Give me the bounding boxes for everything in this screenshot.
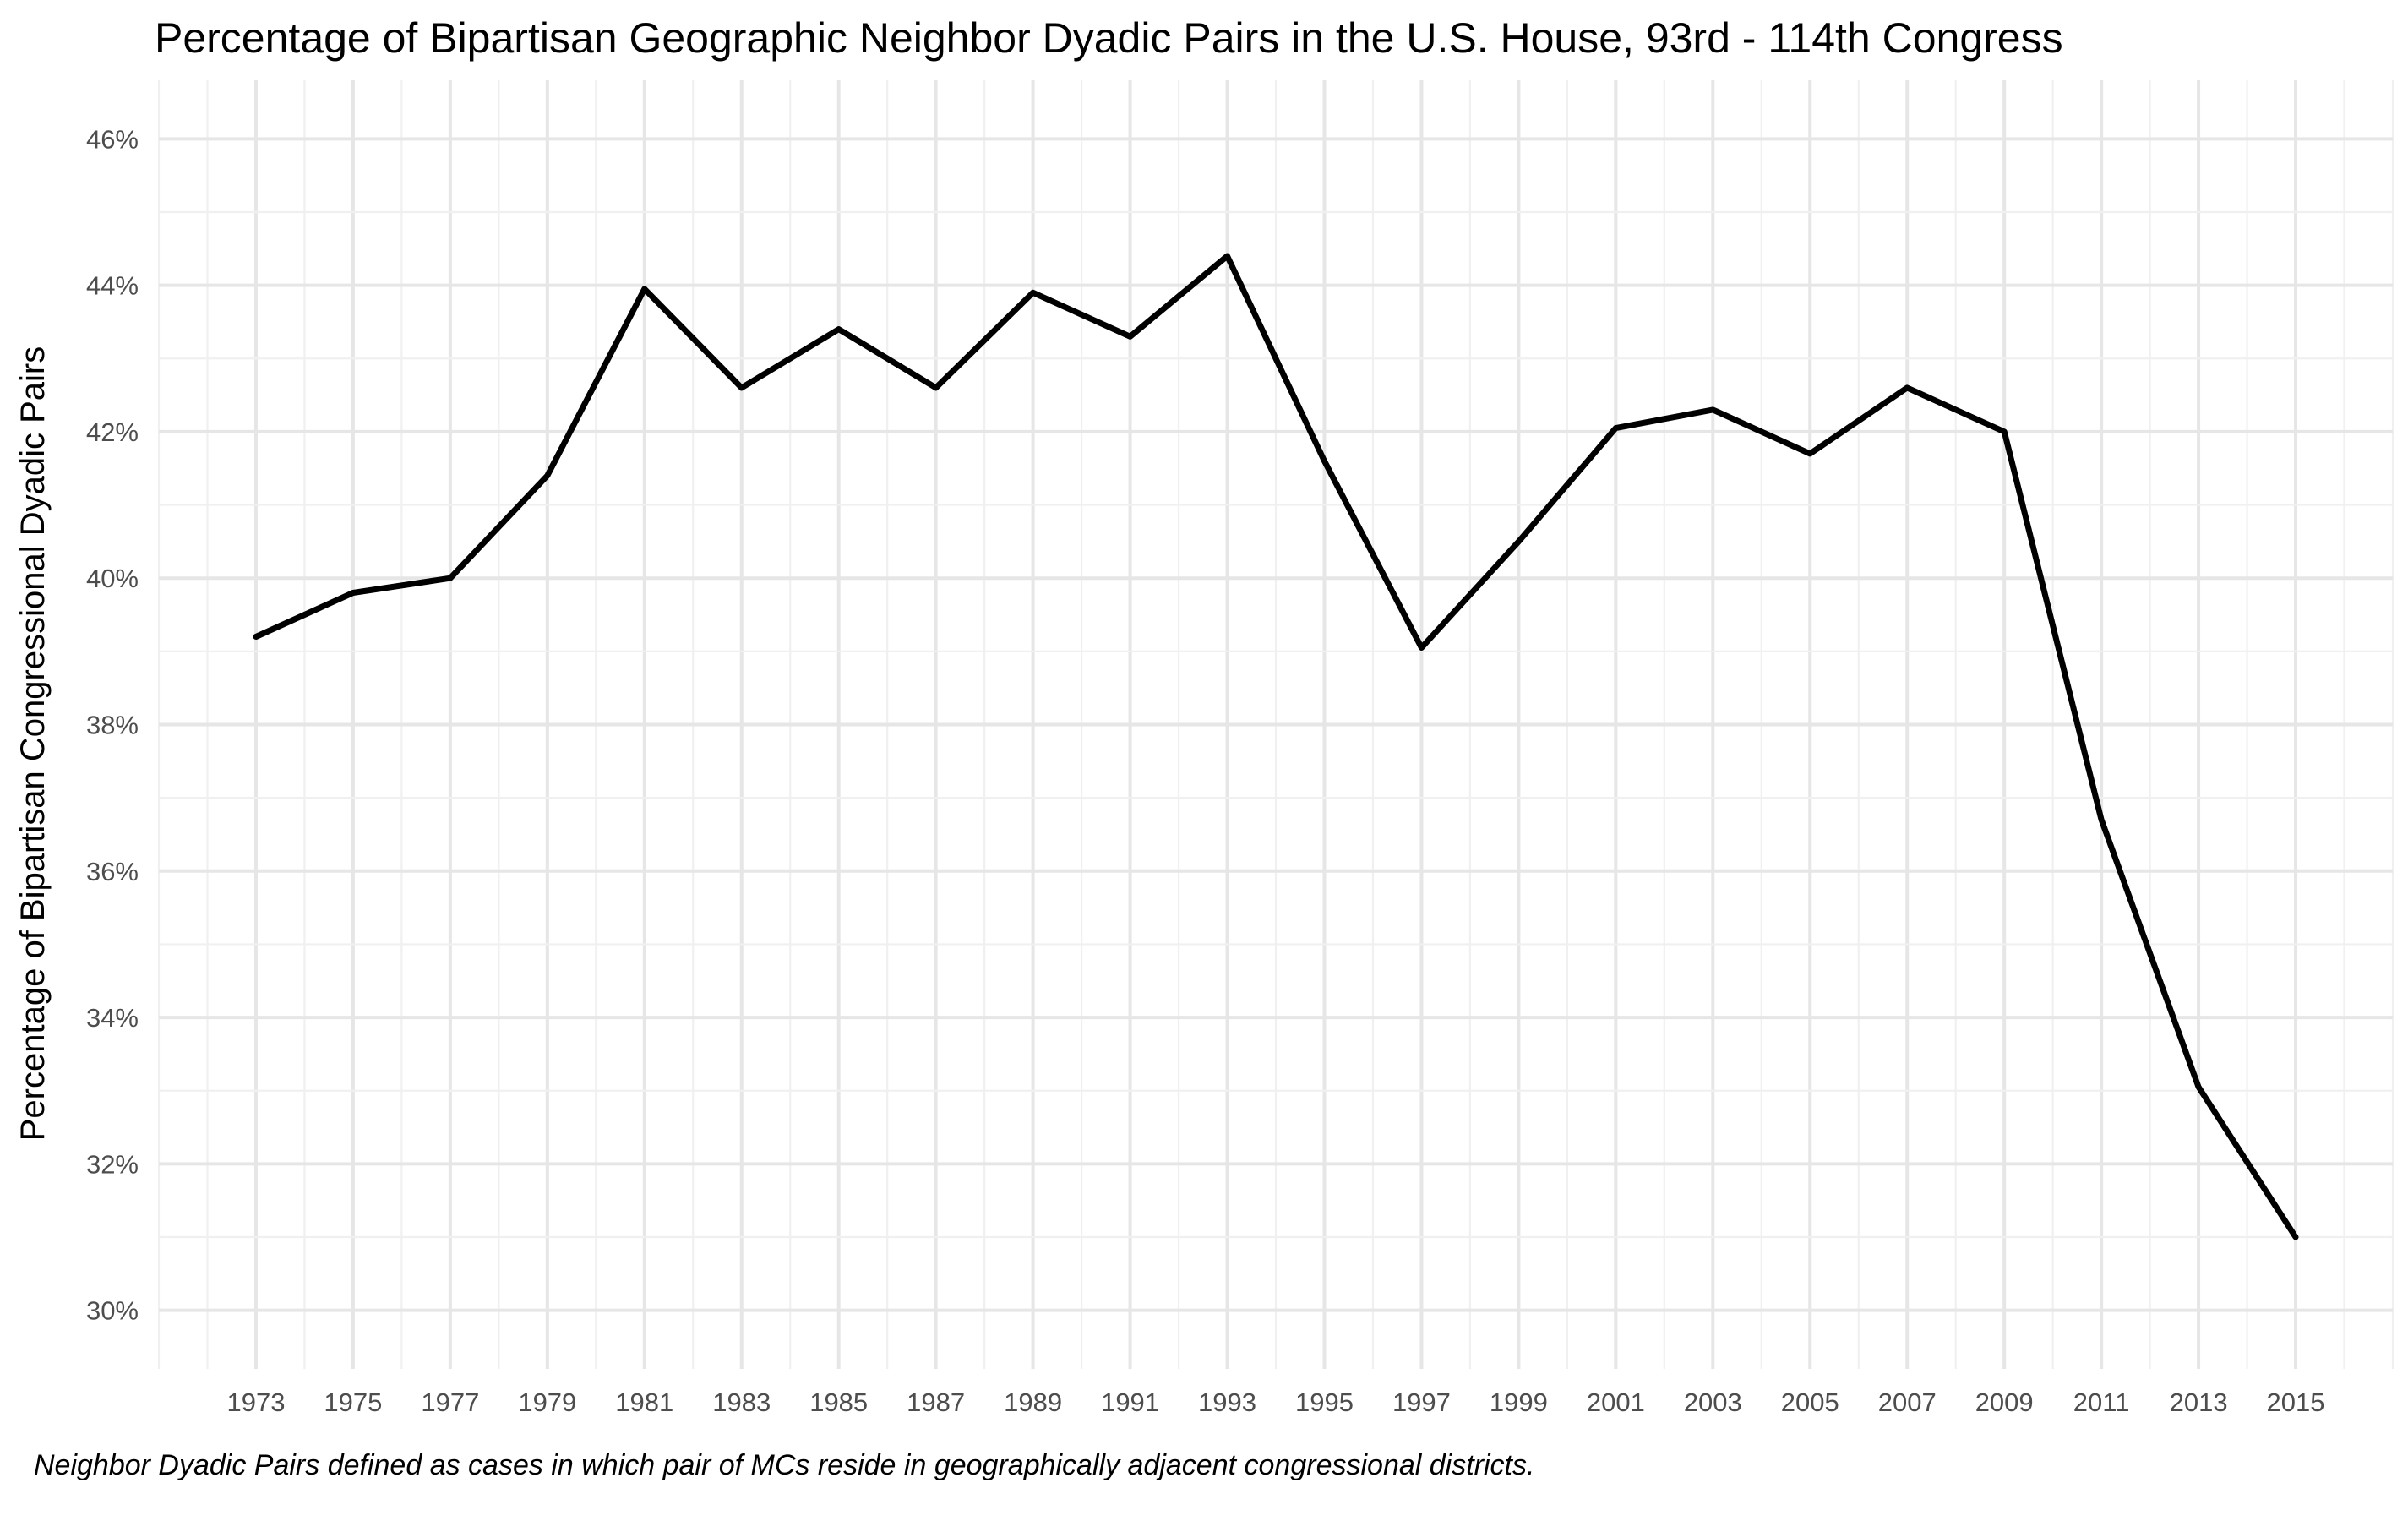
y-tick-label: 42%	[86, 417, 139, 447]
x-tick-label: 1995	[1295, 1387, 1354, 1417]
y-tick-label: 32%	[86, 1149, 139, 1179]
series-group	[253, 253, 2299, 1240]
chart-caption: Neighbor Dyadic Pairs defined as cases i…	[34, 1449, 1534, 1481]
x-tick-label: 2001	[1587, 1387, 1645, 1417]
y-tick-label: 44%	[86, 271, 139, 301]
series-line	[253, 253, 2299, 1240]
x-tick-label: 1991	[1101, 1387, 1159, 1417]
x-axis-ticks: 1973 1975 1977 1979 1981 1983 1985 1987 1989 1991…	[226, 1387, 2324, 1417]
chart-title: Percentage of Bipartisan Geographic Neig…	[155, 14, 2063, 62]
x-tick-label: 1993	[1198, 1387, 1256, 1417]
x-tick-label: 1987	[907, 1387, 965, 1417]
y-axis-label: Percentage of Bipartisan Congressional D…	[14, 346, 52, 1142]
x-tick-label: 1977	[421, 1387, 479, 1417]
x-tick-label: 1985	[809, 1387, 868, 1417]
y-tick-label: 40%	[86, 564, 139, 593]
x-tick-label: 2003	[1684, 1387, 1742, 1417]
x-tick-label: 2007	[1878, 1387, 1937, 1417]
y-tick-label: 38%	[86, 711, 139, 740]
x-tick-label: 2013	[2170, 1387, 2228, 1417]
x-tick-label: 1983	[712, 1387, 771, 1417]
x-tick-label: 1975	[324, 1387, 382, 1417]
y-tick-label: 36%	[86, 857, 139, 886]
y-tick-label: 30%	[86, 1296, 139, 1326]
x-tick-label: 1999	[1490, 1387, 1548, 1417]
x-tick-label: 1973	[226, 1387, 285, 1417]
x-tick-label: 1989	[1004, 1387, 1062, 1417]
x-tick-label: 1981	[615, 1387, 673, 1417]
x-tick-label: 2005	[1781, 1387, 1839, 1417]
y-tick-label: 34%	[86, 1003, 139, 1033]
x-tick-label: 2009	[1975, 1387, 2034, 1417]
y-tick-label: 46%	[86, 124, 139, 154]
x-tick-label: 2015	[2267, 1387, 2325, 1417]
grid	[157, 80, 2394, 1369]
x-tick-label: 1997	[1392, 1387, 1451, 1417]
x-tick-label: 1979	[518, 1387, 576, 1417]
x-tick-label: 2011	[2073, 1387, 2130, 1417]
y-axis-ticks: 30% 32% 34% 36% 38% 40% 42% 44% 46%	[86, 124, 139, 1325]
